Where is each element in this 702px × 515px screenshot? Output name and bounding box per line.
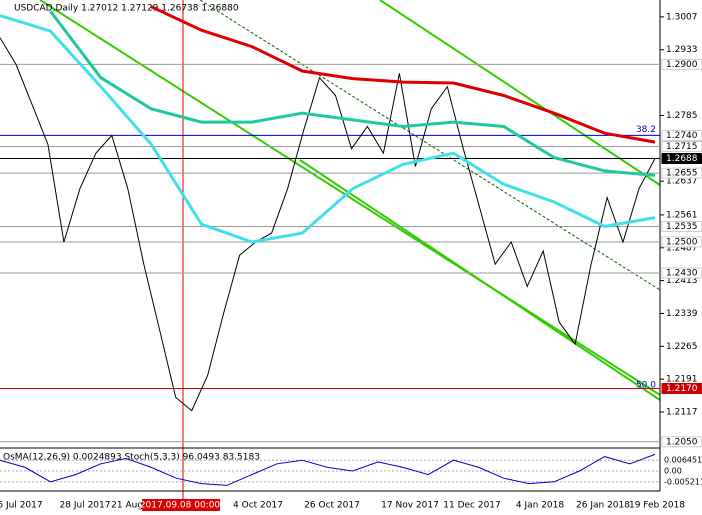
x-tick-label: 4 Jan 2018	[516, 501, 564, 511]
level-box	[661, 383, 702, 395]
y-tick-label: 1.2785	[666, 111, 698, 121]
level-label: 1.2715	[666, 142, 698, 152]
level-box	[661, 167, 702, 179]
fib-label: 38.2	[636, 125, 656, 135]
level-box	[661, 220, 702, 232]
level-label: 1.2050	[666, 437, 698, 447]
y-tick-label: 1.2413	[666, 276, 698, 286]
trend-line	[39, 0, 661, 396]
y-tick-label: 1.2117	[666, 408, 698, 418]
x-tick-label: 2017.09.08 00:00	[140, 501, 221, 511]
level-box	[661, 236, 702, 248]
oscillator-label: OsMA(12,26,9) 0.0024893 Stoch(5,3,3) 96.…	[3, 453, 260, 463]
x-tick-label: 26 Oct 2017	[304, 501, 360, 511]
x-tick-label: 28 Jul 2017	[60, 501, 111, 511]
date-box	[142, 499, 220, 511]
level-label: 1.2900	[666, 60, 698, 70]
y2-tick-label: 0.00	[664, 467, 682, 476]
y-tick-label: 1.2265	[666, 342, 698, 352]
price-line	[0, 14, 656, 244]
level-box	[661, 153, 702, 165]
y2-tick-label: -0.005211	[664, 477, 702, 486]
y-tick-label: 1.2933	[666, 45, 698, 55]
level-box	[661, 141, 702, 153]
x-tick-label: 17 Nov 2017	[381, 501, 439, 511]
y-tick-label: 1.2637	[666, 177, 698, 187]
price-line	[49, 10, 656, 177]
level-label: 1.2655	[666, 169, 698, 179]
y-tick-label: 1.2339	[666, 309, 698, 319]
y-tick-label: 1.2561	[666, 210, 698, 220]
level-box	[661, 436, 702, 448]
fib-label: 50.0	[636, 381, 656, 391]
level-label: 1.2500	[666, 237, 698, 247]
level-box	[661, 129, 702, 141]
price-line	[150, 5, 656, 144]
level-box	[661, 58, 702, 70]
price-line	[0, 37, 656, 412]
y-tick-label: 1.3007	[666, 12, 698, 22]
x-tick-label: 6 Jul 2017	[0, 501, 43, 511]
level-box	[661, 267, 702, 279]
trend-line	[379, 0, 661, 186]
level-label: 1.2688	[666, 154, 698, 164]
x-tick-label: 19 Feb 2018	[629, 501, 685, 511]
x-tick-label: 11 Dec 2017	[443, 501, 501, 511]
level-label: 1.2535	[666, 222, 698, 232]
y-tick-label: 1.2191	[666, 375, 698, 385]
level-label: 1.2170	[666, 384, 698, 394]
level-label: 1.2740	[666, 131, 698, 141]
trend-line	[299, 159, 661, 401]
x-tick-label: 21 Aug 2017	[111, 501, 169, 511]
channel-line	[199, 0, 661, 291]
stoch-line	[0, 453, 656, 486]
y2-tick-label: 0.006451	[664, 456, 702, 465]
x-tick-label: 4 Oct 2017	[233, 501, 283, 511]
chart-title: USDCAD,Daily 1.27012 1.27129 1.26738 1.2…	[14, 4, 239, 14]
y-tick-label: 1.2487	[666, 243, 698, 253]
level-label: 1.2430	[666, 269, 698, 279]
x-tick-label: 26 Jan 2018	[576, 501, 630, 511]
